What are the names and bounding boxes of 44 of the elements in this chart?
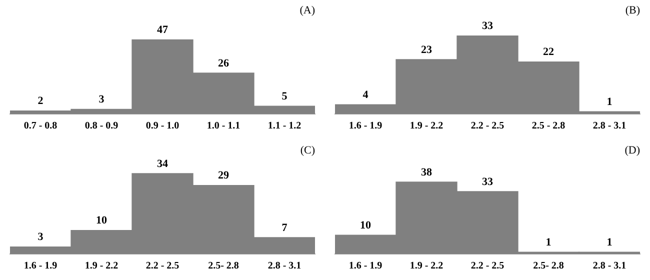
x-tick-label: 0.7 - 0.8 [24,120,58,132]
x-tick-label: 2.2 - 2.5 [470,260,504,272]
data-label: 1 [546,236,552,248]
x-tick-label: 2.5- 2.8 [533,260,564,272]
data-label: 26 [218,57,230,70]
x-tick-label: 1.9 - 2.2 [410,120,444,132]
data-label: 29 [218,170,230,182]
x-tick-label: 0.8 - 0.9 [84,120,118,132]
x-tick-label: 1.1 - 1.2 [268,120,302,132]
x-tick-label: 2.8 - 3.1 [592,120,626,132]
x-tick-label: 1.6 - 1.9 [348,120,382,132]
data-label: 4 [362,88,369,101]
x-tick-label: 1.9 - 2.2 [410,260,444,272]
data-label: 23 [421,44,432,56]
chart-title: (D) [624,144,640,156]
x-tick-label: 0.9 - 1.0 [146,120,180,132]
x-tick-label: 2.8 - 3.1 [592,260,626,272]
data-label: 3 [38,231,44,244]
x-tick-label: 2.2 - 2.5 [146,260,180,272]
data-label: 47 [157,24,168,36]
data-label: 2 [38,95,44,108]
x-tick-label: 2.2 - 2.5 [470,120,504,132]
chart-title: (C) [300,144,316,156]
data-label: 33 [482,20,494,32]
x-tick-label: 1.6 - 1.9 [348,260,382,272]
data-label: 33 [482,176,494,188]
x-tick-label: 2.5 - 2.8 [532,120,566,132]
data-label: 1 [606,96,612,108]
data-label: 38 [421,166,432,178]
chart-title: (B) [625,4,640,16]
data-label: 22 [543,46,554,58]
x-tick-label: 2.8 - 3.1 [268,260,302,272]
chart-title: (A) [300,4,316,16]
x-tick-label: 1.6 - 1.9 [24,260,58,272]
x-tick-label: 1.9 - 2.2 [84,260,118,272]
data-label: 34 [157,158,168,170]
data-label: 3 [98,94,105,106]
data-label: 7 [282,222,288,234]
data-label: 10 [360,219,372,232]
x-tick-label: 1.0 - 1.1 [206,120,240,132]
data-label: 10 [96,214,108,227]
data-label: 1 [606,236,612,248]
x-tick-label: 2.5- 2.8 [208,260,239,272]
data-label: 5 [282,90,288,102]
